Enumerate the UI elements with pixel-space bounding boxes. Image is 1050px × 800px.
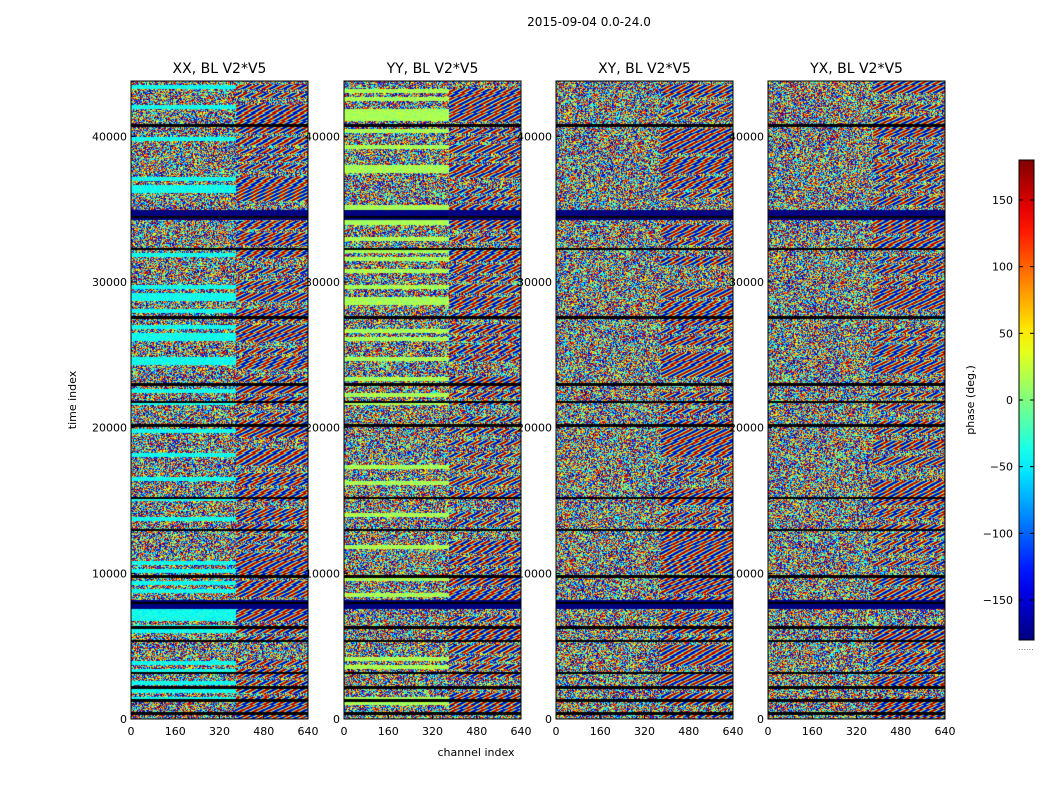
- colorbar-tick-label: −50: [990, 461, 1013, 474]
- x-tick-label: 160: [378, 725, 399, 738]
- colorbar-tick-label: −100: [983, 527, 1013, 540]
- colorbar-label: phase (deg.): [964, 365, 977, 435]
- x-tick-label: 320: [634, 725, 655, 738]
- heatmap-xx: [131, 81, 308, 719]
- x-tick-label: 480: [890, 725, 911, 738]
- colorbar-tick-label: 0: [1006, 394, 1013, 407]
- y-tick-label: 10000: [729, 567, 764, 580]
- x-tick-label: 320: [209, 725, 230, 738]
- x-axis-label: channel index: [437, 746, 515, 759]
- x-tick-label: 320: [422, 725, 443, 738]
- y-tick-label: 40000: [92, 130, 127, 143]
- y-tick-label: 20000: [92, 422, 127, 435]
- heatmap-xy: [556, 81, 733, 719]
- colorbar-tick-label: 100: [992, 261, 1013, 274]
- x-tick-label: 0: [765, 725, 772, 738]
- y-tick-label: 40000: [729, 130, 764, 143]
- x-tick-label: 640: [511, 725, 532, 738]
- figure-suptitle: 2015-09-04 0.0-24.0: [527, 15, 651, 29]
- x-tick-label: 0: [553, 725, 560, 738]
- y-tick-label: 40000: [517, 130, 552, 143]
- y-tick-label: 20000: [305, 422, 340, 435]
- x-tick-label: 640: [298, 725, 319, 738]
- panel-xx: XX, BL V2*V5 0 160 320 480 640 0 10000 20000 3000…: [92, 61, 319, 738]
- panels-group: XX, BL V2*V5 0 160 320 480 640 0 10000 20000 3000…: [92, 61, 956, 738]
- colorbar-tick-label: 150: [992, 194, 1013, 207]
- x-tick-label: 0: [341, 725, 348, 738]
- panel-yy: YY, BL V2*V5 0 160 320 480 640 0 10000 20000 3000…: [305, 61, 532, 738]
- y-tick-label: 30000: [305, 276, 340, 289]
- y-tick-label: 0: [120, 713, 127, 726]
- y-tick-label: 0: [333, 713, 340, 726]
- x-tick-label: 640: [935, 725, 956, 738]
- colorbar-tick-label: −150: [983, 594, 1013, 607]
- y-tick-label: 30000: [729, 276, 764, 289]
- y-tick-label: 10000: [305, 567, 340, 580]
- panel-title: XX, BL V2*V5: [173, 61, 267, 77]
- y-tick-label: 30000: [92, 276, 127, 289]
- x-tick-label: 320: [846, 725, 867, 738]
- y-tick-label: 20000: [729, 422, 764, 435]
- x-tick-label: 640: [723, 725, 744, 738]
- panel-title: YY, BL V2*V5: [386, 61, 479, 77]
- colorbar: −150 −100 −50 0 50 100 150: [983, 159, 1035, 641]
- x-tick-label: 160: [165, 725, 186, 738]
- heatmap-yy: [344, 81, 521, 719]
- panel-title: XY, BL V2*V5: [598, 61, 691, 77]
- y-tick-label: 40000: [305, 130, 340, 143]
- y-axis-label: time index: [66, 370, 79, 429]
- x-tick-label: 0: [128, 725, 135, 738]
- y-tick-label: 10000: [92, 567, 127, 580]
- colorbar-footer: ......: [1018, 643, 1033, 652]
- colorbar-tick-label: 50: [999, 327, 1013, 340]
- x-tick-label: 160: [802, 725, 823, 738]
- x-tick-label: 160: [590, 725, 611, 738]
- y-tick-label: 20000: [517, 422, 552, 435]
- y-tick-label: 10000: [517, 567, 552, 580]
- y-tick-label: 0: [757, 713, 764, 726]
- heatmap-yx: [768, 81, 945, 719]
- panel-title: YX, BL V2*V5: [809, 61, 903, 77]
- x-tick-label: 480: [466, 725, 487, 738]
- y-tick-label: 30000: [517, 276, 552, 289]
- x-tick-label: 480: [678, 725, 699, 738]
- panel-xy: XY, BL V2*V5 0 160 320 480 640 0 10000 20000 3000…: [517, 61, 744, 738]
- panel-yx: YX, BL V2*V5 0 160 320 480 640 0 10000 20000 3000…: [729, 61, 956, 738]
- x-tick-label: 480: [253, 725, 274, 738]
- y-tick-label: 0: [545, 713, 552, 726]
